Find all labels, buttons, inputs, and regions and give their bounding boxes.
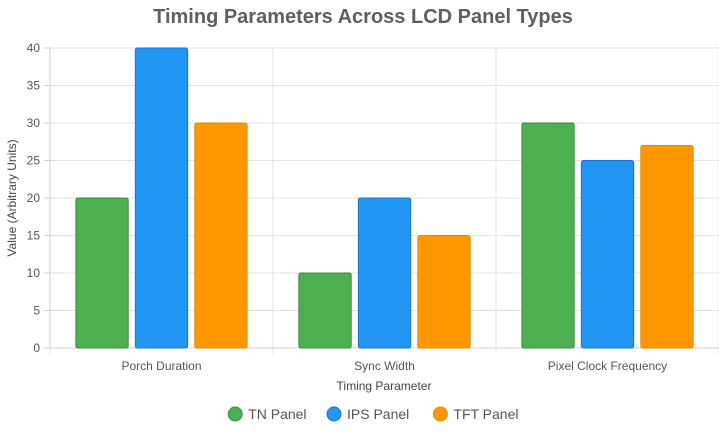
bar-ips-panel-sync-width[interactable] [357,197,412,349]
y-tick-label: 25 [27,154,41,168]
legend-item-ips-panel[interactable]: IPS Panel [326,406,409,422]
bar-tn-panel-porch-duration[interactable] [75,197,129,349]
x-tick-label: Pixel Clock Frequency [548,359,667,373]
y-tick-label: 40 [27,41,41,55]
legend-swatch [432,406,448,422]
bar-tn-panel-pixel-clock-frequency[interactable] [521,122,575,349]
bar-tft-panel-sync-width[interactable] [417,235,471,349]
legend-item-tn-panel[interactable]: TN Panel [227,406,307,422]
bar-tft-panel-pixel-clock-frequency[interactable] [640,145,694,349]
y-tick-label: 0 [33,341,40,355]
legend-swatch [326,406,342,422]
bar-ips-panel-porch-duration[interactable] [134,47,189,349]
y-tick-label: 20 [27,191,41,205]
y-tick-label: 5 [33,304,40,318]
x-tick-label: Porch Duration [121,359,201,373]
ticks: 0 5 10 15 20 25 30 35 40 Porch Duration Sync Width… [27,41,668,373]
chart-title: Timing Parameters Across LCD Panel Types [153,6,573,28]
legend-label: TFT Panel [453,406,518,422]
y-tick-label: 15 [27,229,41,243]
bars [75,47,694,349]
bar-ips-panel-pixel-clock-frequency[interactable] [580,160,635,349]
y-tick-label: 30 [27,116,41,130]
y-axis-label: Value (Arbitrary Units) [5,139,19,256]
legend-label: TN Panel [248,406,306,422]
legend-item-tft-panel[interactable]: TFT Panel [432,406,519,422]
bar-tn-panel-sync-width[interactable] [298,272,352,349]
x-tick-label: Sync Width [354,359,415,373]
bar-tft-panel-porch-duration[interactable] [194,122,248,349]
legend[interactable]: TN Panel IPS Panel TFT Panel [227,406,519,422]
y-tick-label: 10 [27,266,41,280]
x-axis-label: Timing Parameter [337,379,432,393]
legend-swatch [227,406,243,422]
legend-label: IPS Panel [347,406,409,422]
y-tick-label: 35 [27,79,41,93]
